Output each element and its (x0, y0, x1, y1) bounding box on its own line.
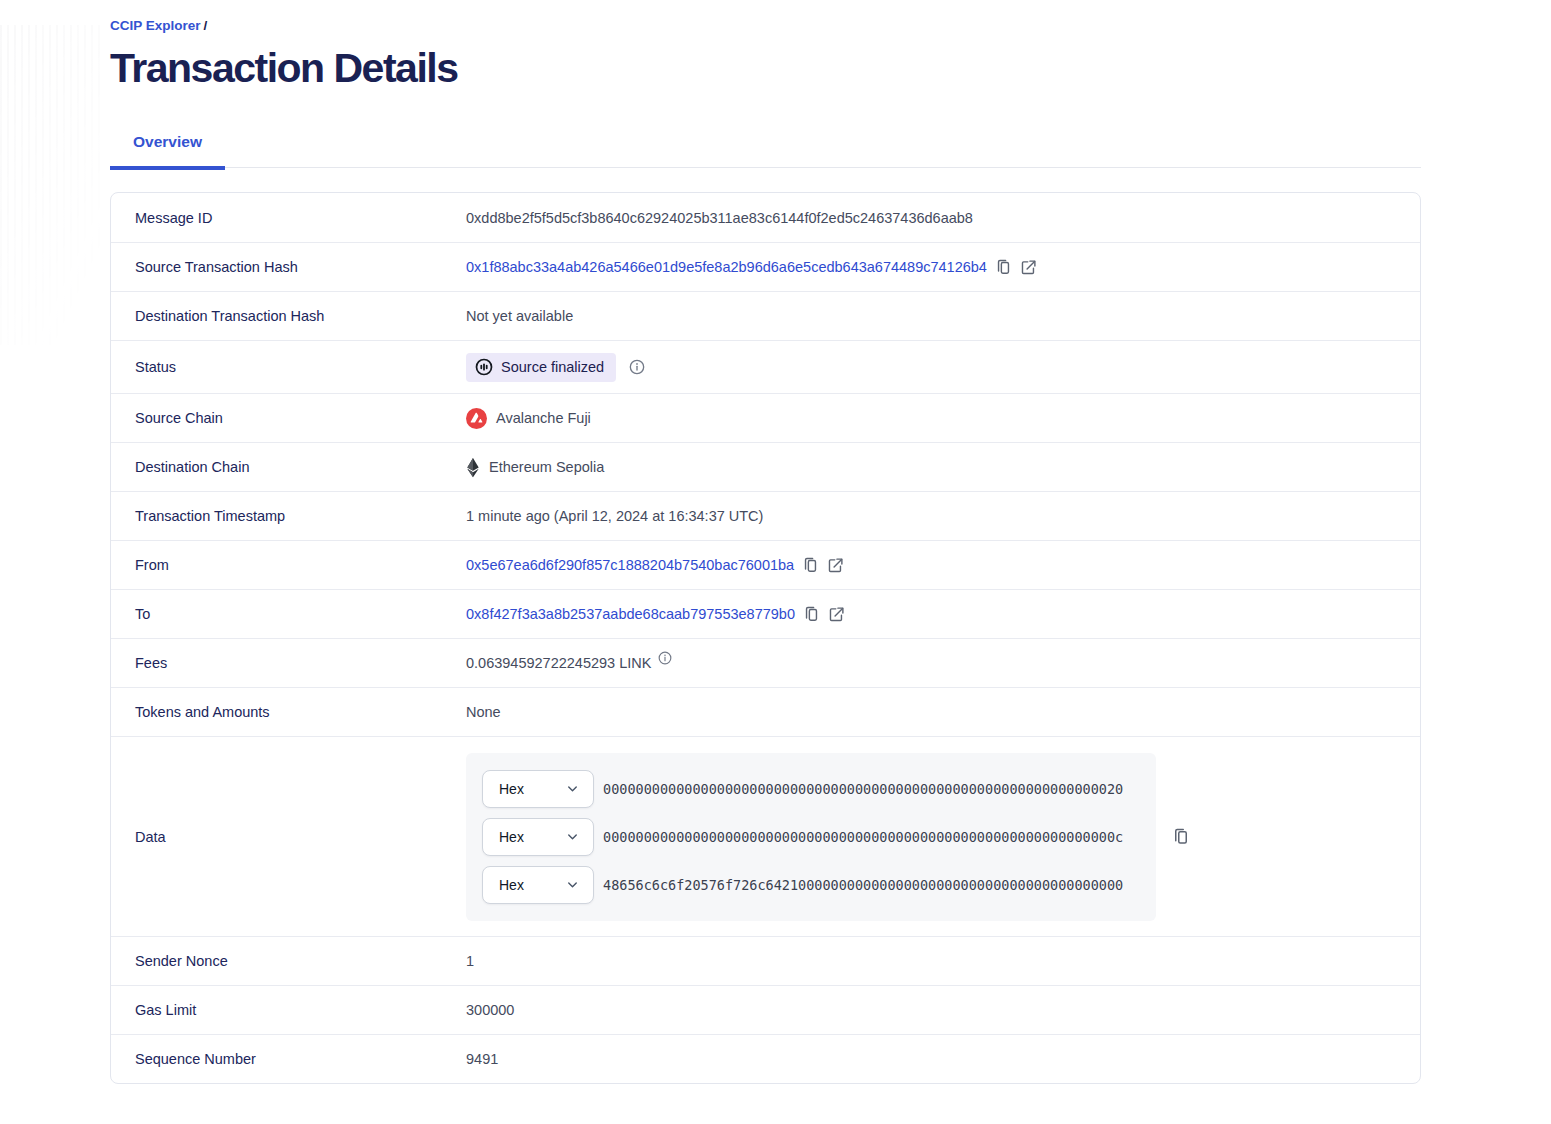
breadcrumb-separator: / (204, 18, 208, 33)
breadcrumb-link-ccip-explorer[interactable]: CCIP Explorer (110, 18, 201, 33)
left-decor-gradient (0, 25, 100, 345)
row-value: 9491 (466, 1051, 1396, 1067)
external-link-icon[interactable] (827, 557, 844, 574)
hex-data-line: 48656c6c6f20576f726c64210000000000000000… (603, 877, 1123, 893)
row-label: Sequence Number (135, 1051, 466, 1067)
chevron-down-icon (565, 829, 580, 844)
row-sequence-number: Sequence Number 9491 (111, 1034, 1420, 1083)
avalanche-icon (466, 408, 487, 429)
source-chain-name: Avalanche Fuji (496, 410, 591, 426)
encoding-select[interactable]: Hex (482, 770, 594, 808)
destination-chain-name: Ethereum Sepolia (489, 459, 604, 475)
row-value: 1 (466, 953, 1396, 969)
row-destination-transaction-hash: Destination Transaction Hash Not yet ava… (111, 291, 1420, 340)
row-source-transaction-hash: Source Transaction Hash 0x1f88abc33a4ab4… (111, 242, 1420, 291)
data-hex-box: Hex 000000000000000000000000000000000000… (466, 753, 1156, 921)
encoding-select[interactable]: Hex (482, 866, 594, 904)
copy-icon[interactable] (1172, 828, 1190, 846)
row-from: From 0x5e67ea6d6f290f857c1888204b7540bac… (111, 540, 1420, 589)
row-status: Status Source finalized (111, 340, 1420, 393)
row-value: 300000 (466, 1002, 1396, 1018)
row-message-id: Message ID 0xdd8be2f5f5d5cf3b8640c629240… (111, 193, 1420, 242)
data-line: Hex 000000000000000000000000000000000000… (482, 770, 1140, 808)
row-value: 1 minute ago (April 12, 2024 at 16:34:37… (466, 508, 1396, 524)
status-badge-label: Source finalized (501, 359, 604, 375)
row-label: Source Transaction Hash (135, 259, 466, 275)
hex-data-line: 0000000000000000000000000000000000000000… (603, 829, 1123, 845)
row-label: To (135, 606, 466, 622)
row-label: Gas Limit (135, 1002, 466, 1018)
row-label: Transaction Timestamp (135, 508, 466, 524)
row-to: To 0x8f427f3a3a8b2537aabde68caab797553e8… (111, 589, 1420, 638)
row-label: Fees (135, 655, 466, 671)
row-data: Data Hex 0000000000000000000000000000000… (111, 736, 1420, 936)
row-label: Source Chain (135, 410, 466, 426)
ethereum-icon (466, 457, 480, 478)
row-label: Message ID (135, 210, 466, 226)
page-title: Transaction Details (110, 45, 1421, 92)
row-label: Destination Chain (135, 459, 466, 475)
info-icon[interactable] (658, 651, 672, 668)
tab-bar: Overview (110, 133, 1421, 168)
row-value: None (466, 704, 1396, 720)
row-fees: Fees 0.06394592722245293 LINK (111, 638, 1420, 687)
row-destination-chain: Destination Chain Ethereum Sepolia (111, 442, 1420, 491)
fees-value: 0.06394592722245293 LINK (466, 655, 651, 671)
row-label: Status (135, 359, 466, 375)
source-tx-hash-link[interactable]: 0x1f88abc33a4ab426a5466e01d9e5fe8a2b96d6… (466, 259, 987, 275)
row-label: Destination Transaction Hash (135, 308, 466, 324)
data-line: Hex 000000000000000000000000000000000000… (482, 818, 1140, 856)
row-value: 0xdd8be2f5f5d5cf3b8640c62924025b311ae83c… (466, 210, 1396, 226)
transaction-details-card: Message ID 0xdd8be2f5f5d5cf3b8640c629240… (110, 192, 1421, 1084)
to-address-link[interactable]: 0x8f427f3a3a8b2537aabde68caab797553e8779… (466, 606, 795, 622)
row-value: Not yet available (466, 308, 1396, 324)
status-progress-icon (475, 358, 493, 376)
row-label: Tokens and Amounts (135, 704, 466, 720)
row-source-chain: Source Chain Avalanche Fuji (111, 393, 1420, 442)
tab-overview[interactable]: Overview (110, 133, 225, 151)
chevron-down-icon (565, 877, 580, 892)
row-label: From (135, 557, 466, 573)
copy-icon[interactable] (995, 259, 1012, 276)
row-label: Sender Nonce (135, 953, 466, 969)
row-label: Data (135, 829, 466, 845)
row-tokens-and-amounts: Tokens and Amounts None (111, 687, 1420, 736)
page: CCIP Explorer/ Transaction Details Overv… (0, 0, 1551, 1124)
external-link-icon[interactable] (828, 606, 845, 623)
breadcrumb: CCIP Explorer/ (110, 18, 1421, 33)
info-icon[interactable] (629, 359, 645, 375)
status-badge: Source finalized (466, 353, 616, 382)
row-gas-limit: Gas Limit 300000 (111, 985, 1420, 1034)
row-sender-nonce: Sender Nonce 1 (111, 936, 1420, 985)
copy-icon[interactable] (803, 606, 820, 623)
from-address-link[interactable]: 0x5e67ea6d6f290f857c1888204b7540bac76001… (466, 557, 794, 573)
copy-icon[interactable] (802, 557, 819, 574)
external-link-icon[interactable] (1020, 259, 1037, 276)
hex-data-line: 0000000000000000000000000000000000000000… (603, 781, 1123, 797)
encoding-select[interactable]: Hex (482, 818, 594, 856)
data-line: Hex 48656c6c6f20576f726c6421000000000000… (482, 866, 1140, 904)
chevron-down-icon (565, 781, 580, 796)
row-transaction-timestamp: Transaction Timestamp 1 minute ago (Apri… (111, 491, 1420, 540)
